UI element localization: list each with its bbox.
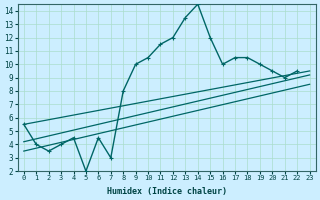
X-axis label: Humidex (Indice chaleur): Humidex (Indice chaleur) bbox=[107, 187, 227, 196]
